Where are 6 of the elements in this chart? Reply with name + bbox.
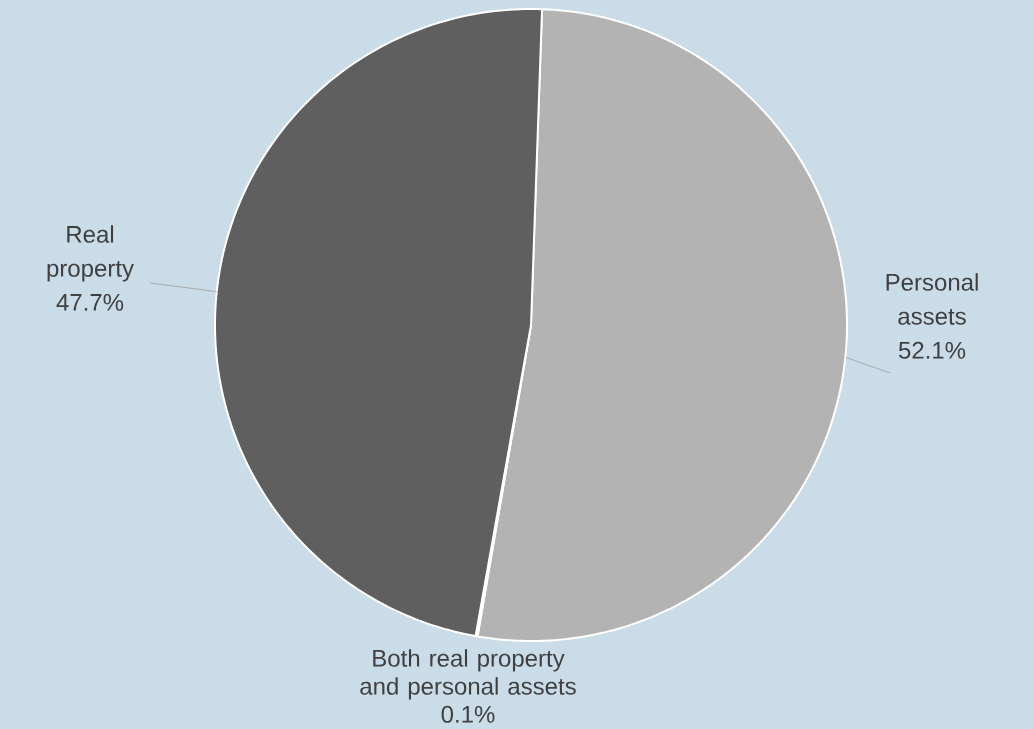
slice-label: Both real property and personal assets: [360, 649, 576, 700]
data-label: 0.1%: [441, 705, 495, 723]
slice-label: Personal assets: [886, 273, 978, 325]
data-label: 52.1%: [898, 341, 966, 359]
data-label: 47.7%: [56, 293, 124, 311]
slice-label: Real property: [47, 225, 134, 282]
